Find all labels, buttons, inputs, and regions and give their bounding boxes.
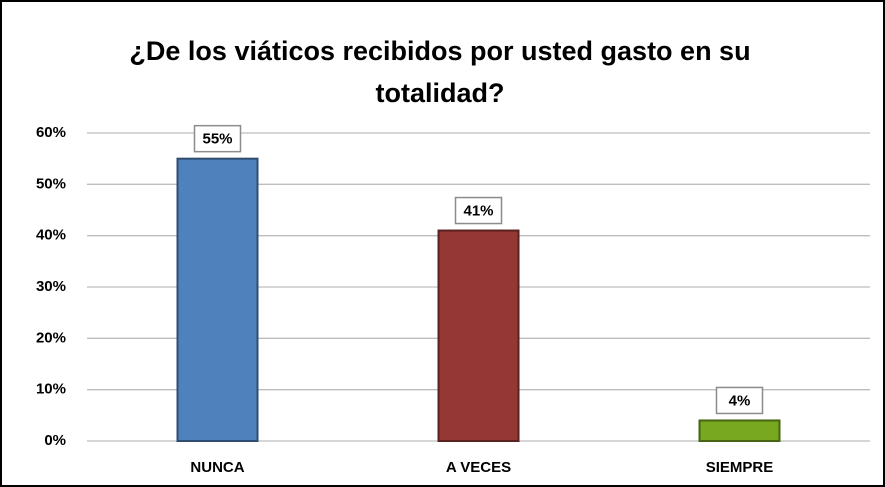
x-tick-label: A VECES [446,459,511,476]
bar [176,157,259,443]
chart-title: ¿De los viáticos recibidos por usted gas… [129,36,751,108]
x-tick-label: SIEMPRE [706,459,774,476]
value-label-box [454,196,503,225]
value-label: 55% [202,131,232,148]
value-label: 4% [729,392,751,409]
bar [698,419,781,443]
y-tick-label: 40% [36,227,66,244]
y-tick-label: 0% [44,432,66,449]
bar [437,229,520,442]
y-tick-label: 50% [36,175,66,192]
x-tick-label: NUNCA [190,459,244,476]
y-tick-label: 60% [36,124,66,141]
value-label-box [715,386,764,415]
y-tick-label: 30% [36,278,66,295]
y-tick-label: 20% [36,329,66,346]
y-tick-label: 10% [36,381,66,398]
value-label: 41% [463,203,493,220]
value-label-box [193,124,242,153]
